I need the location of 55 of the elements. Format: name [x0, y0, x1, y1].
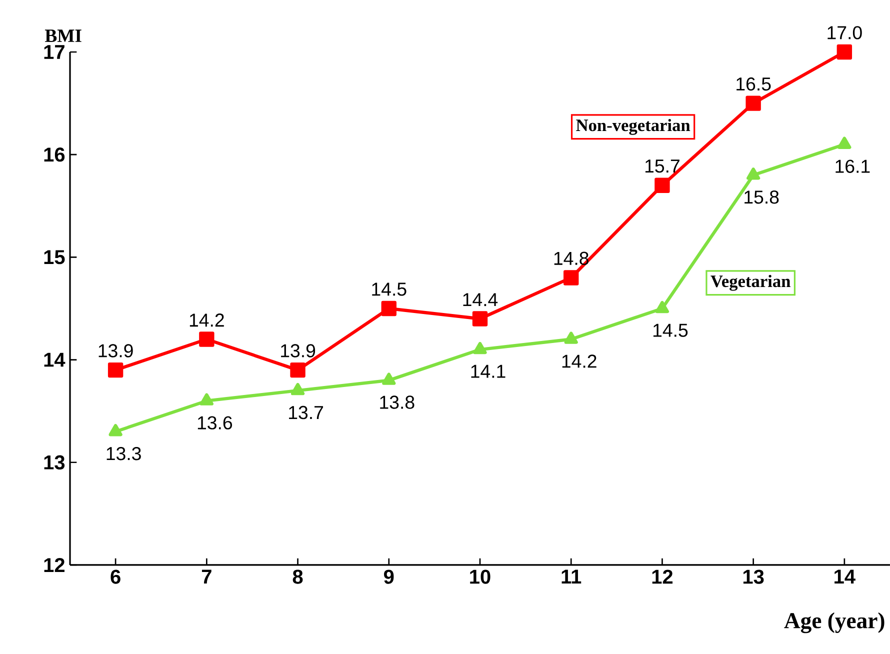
data-label: 14.8: [554, 252, 588, 266]
point: [746, 168, 760, 180]
data-label: 13.9: [281, 344, 316, 358]
data-label: 13.7: [289, 406, 324, 420]
data-label: 15.8: [744, 190, 779, 204]
y-tick-label: 13: [44, 455, 65, 470]
y-tick-label: 15: [44, 250, 65, 264]
point: [655, 300, 670, 314]
point: [290, 362, 306, 378]
y-tick-label: 16: [44, 148, 65, 162]
x-axis-title: Age (year): [784, 612, 884, 634]
point: [381, 300, 396, 316]
series-label: Non-vegetarian: [576, 118, 690, 135]
x-tick-label: 8: [292, 570, 303, 584]
x-tick-label: 9: [384, 570, 394, 584]
data-label: 13.6: [198, 416, 232, 430]
point: [108, 362, 124, 378]
data-label: 14.2: [190, 314, 224, 327]
point: [382, 372, 396, 385]
x-tick-label: 7: [202, 570, 212, 584]
data-label: 13.8: [380, 396, 414, 409]
point: [290, 382, 305, 396]
point: [746, 96, 761, 111]
series-label: Vegetarian: [710, 274, 790, 291]
x-tick-label: 11: [562, 570, 582, 584]
y-tick-label: 17: [44, 45, 64, 59]
point: [199, 332, 214, 347]
x-tick-label: 13: [743, 570, 764, 584]
x-tick-label: 10: [470, 570, 490, 584]
data-label: 13.3: [106, 446, 141, 460]
data-label: 16.5: [736, 77, 771, 91]
y-tick-label: 14: [44, 352, 66, 367]
point: [564, 332, 578, 344]
data-label: 15.7: [645, 160, 680, 173]
data-label: 13.9: [98, 344, 133, 358]
point: [473, 342, 487, 354]
data-label: 14.4: [463, 293, 498, 306]
data-label: 16.1: [836, 160, 870, 173]
point: [472, 311, 488, 326]
data-label: 14.2: [562, 354, 596, 368]
x-tick-label: 12: [652, 570, 673, 584]
point: [838, 136, 852, 149]
data-label: 14.5: [653, 324, 688, 337]
data-label: 14.1: [471, 364, 506, 378]
point: [108, 424, 122, 436]
point: [564, 270, 579, 286]
data-label: 17.0: [828, 26, 862, 40]
y-tick-label: 12: [44, 558, 64, 572]
point: [200, 393, 214, 406]
x-tick-label: 14: [834, 570, 856, 584]
point: [654, 178, 670, 193]
point: [836, 44, 852, 60]
data-label: 14.5: [372, 282, 406, 296]
x-tick-label: 6: [110, 570, 120, 584]
y-axis-title: BMI: [44, 30, 82, 42]
